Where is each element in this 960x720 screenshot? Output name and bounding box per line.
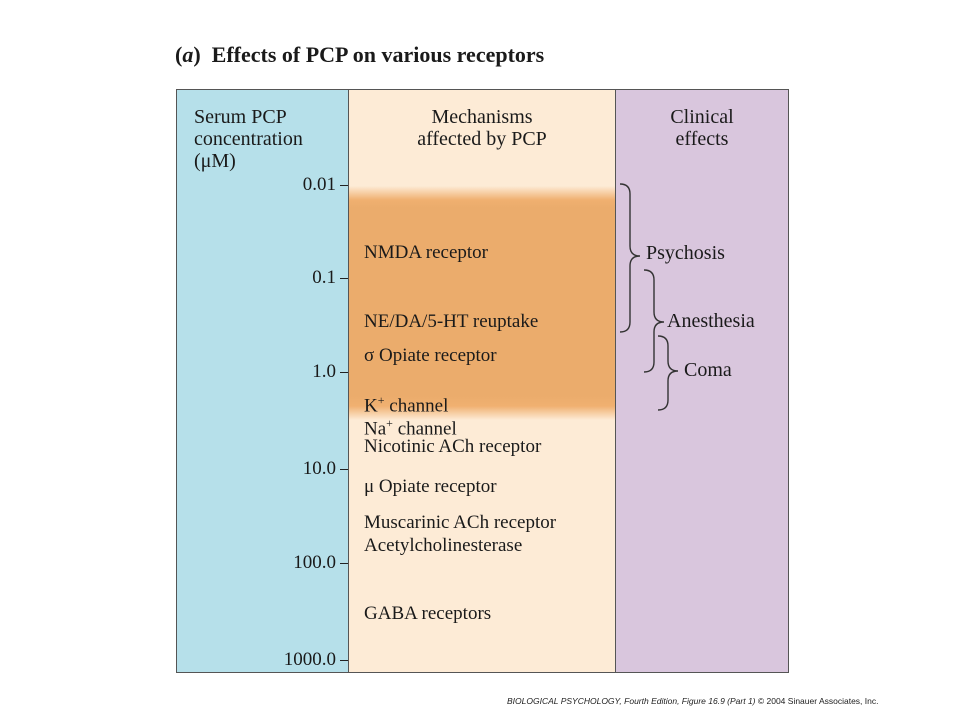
mechanism-nmda: NMDA receptor [364, 242, 488, 263]
concentration-header-line3: (μM) [194, 150, 236, 172]
scale-tick [340, 185, 348, 186]
mechanisms-header: Mechanisms affected by PCP [348, 106, 616, 150]
scale-tick [340, 372, 348, 373]
mechanisms-header-line2: affected by PCP [417, 128, 547, 150]
footer-book: BIOLOGICAL PSYCHOLOGY, Fourth Edition, F… [507, 696, 756, 706]
scale-tick [340, 660, 348, 661]
scale-tick [340, 563, 348, 564]
effect-coma: Coma [684, 359, 732, 381]
mechanisms-column [348, 89, 616, 673]
concentration-header-line1: Serum PCP [194, 106, 287, 128]
scale-label-0.01: 0.01 [302, 174, 336, 195]
clinical-header-line1: Clinical [670, 106, 734, 128]
figure-part-letter: a [182, 42, 194, 67]
na-charge: + [386, 416, 393, 430]
concentration-column [176, 89, 349, 673]
scale-label-0.1: 0.1 [312, 267, 336, 288]
k-symbol: K [364, 395, 378, 417]
brace-psychosis [619, 183, 641, 333]
mechanism-sigma-opiate: σ Opiate receptor [364, 345, 497, 366]
brace-anesthesia [643, 269, 665, 373]
clinical-header: Clinical effects [615, 106, 789, 150]
k-channel-label: channel [389, 395, 449, 417]
scale-tick [340, 469, 348, 470]
mechanism-nicotinic: Nicotinic ACh receptor [364, 436, 542, 457]
scale-label-100.0: 100.0 [293, 552, 336, 573]
k-charge: + [377, 393, 385, 407]
clinical-header-line2: effects [675, 128, 729, 150]
figure-title: (a) Effects of PCP on various receptors [175, 42, 545, 67]
figure-footer: BIOLOGICAL PSYCHOLOGY, Fourth Edition, F… [507, 696, 879, 706]
scale-label-1000.0: 1000.0 [283, 649, 336, 670]
effect-anesthesia: Anesthesia [667, 310, 755, 332]
effect-psychosis: Psychosis [646, 242, 725, 264]
mechanism-gaba: GABA receptors [364, 603, 492, 624]
clinical-column [615, 89, 789, 673]
na-symbol: Na [364, 418, 387, 440]
concentration-header: Serum PCP concentration (μM) [194, 106, 344, 172]
footer-credit: © 2004 Sinauer Associates, Inc. [757, 696, 879, 706]
na-channel-label: channel [397, 418, 457, 440]
brace-coma [657, 335, 679, 411]
scale-label-1.0: 1.0 [312, 361, 336, 382]
mechanisms-header-line1: Mechanisms [431, 106, 533, 128]
mechanism-acetylcholinesterase: Acetylcholinesterase [364, 535, 523, 556]
figure-title-text: Effects of PCP on various receptors [211, 42, 545, 67]
mechanism-na-channel: Na+ channel [364, 412, 457, 440]
mechanism-reuptake: NE/DA/5-HT reuptake [364, 311, 539, 332]
mechanism-mu-opiate: μ Opiate receptor [364, 476, 497, 497]
mechanism-muscarinic: Muscarinic ACh receptor [364, 512, 557, 533]
mechanism-k-channel: K+ channel [364, 389, 448, 417]
scale-tick [340, 278, 348, 279]
concentration-header-line2: concentration [194, 128, 303, 150]
scale-label-10.0: 10.0 [302, 458, 336, 479]
